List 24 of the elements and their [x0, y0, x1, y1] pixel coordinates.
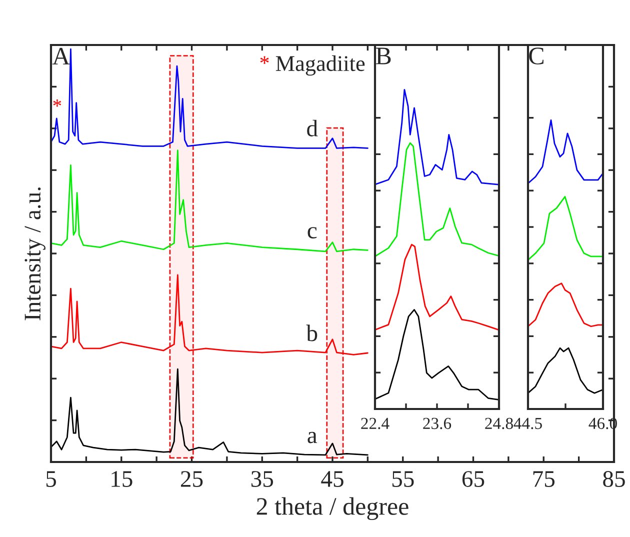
x-tick-label: 24.8 [485, 418, 513, 430]
x-tick-label: 85 [603, 471, 625, 487]
x-tick-label: 5 [46, 471, 56, 487]
series-label: a [308, 432, 318, 444]
annotation: * [53, 99, 62, 107]
series-label: c [308, 227, 317, 238]
x-axis-title: 2 theta / degree [256, 497, 408, 520]
annotation: A [52, 48, 70, 64]
x-tick-label: 22.4 [361, 418, 390, 430]
annotation: C [529, 48, 544, 64]
x-tick-label: 65 [462, 471, 484, 487]
x-tick-label: 45 [321, 471, 344, 487]
x-tick-label: 25 [180, 471, 203, 487]
annotation: B [376, 48, 391, 64]
x-tick-label: 44.5 [514, 418, 542, 430]
x-tick-label: 15 [112, 471, 132, 487]
y-axis-title: Intensity / a.u. [24, 188, 46, 320]
series-label: d [307, 120, 318, 136]
series-label: b [306, 324, 318, 342]
x-tick-label: 23.6 [423, 418, 452, 430]
annotation: * Magadiite [260, 55, 365, 76]
x-tick-label: 75 [533, 471, 555, 487]
x-tick-label: 55 [392, 471, 414, 487]
x-tick-label: 35 [251, 471, 274, 487]
